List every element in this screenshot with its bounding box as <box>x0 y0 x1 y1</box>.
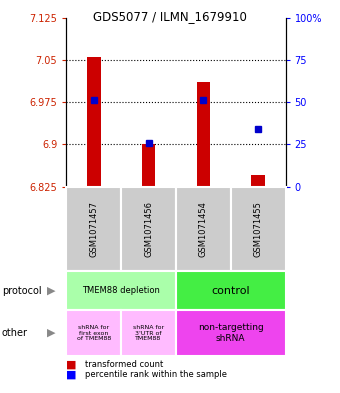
Text: ■: ■ <box>66 359 77 369</box>
Bar <box>142 145 155 187</box>
Text: shRNA for
3'UTR of
TMEM88: shRNA for 3'UTR of TMEM88 <box>133 325 164 342</box>
Text: protocol: protocol <box>2 286 41 296</box>
Text: shRNA for
first exon
of TMEM88: shRNA for first exon of TMEM88 <box>76 325 111 342</box>
Text: GSM1071454: GSM1071454 <box>199 201 208 257</box>
Bar <box>251 175 265 187</box>
Text: GDS5077 / ILMN_1679910: GDS5077 / ILMN_1679910 <box>93 10 247 23</box>
Text: ▶: ▶ <box>47 286 55 296</box>
Text: transformed count: transformed count <box>85 360 163 369</box>
Text: GSM1071455: GSM1071455 <box>254 201 263 257</box>
Text: TMEM88 depletion: TMEM88 depletion <box>82 286 160 295</box>
Text: ▶: ▶ <box>47 328 55 338</box>
Text: other: other <box>2 328 28 338</box>
Bar <box>87 57 101 187</box>
Text: GSM1071457: GSM1071457 <box>89 201 98 257</box>
Text: non-targetting
shRNA: non-targetting shRNA <box>198 323 264 343</box>
Text: ■: ■ <box>66 369 77 380</box>
Text: GSM1071456: GSM1071456 <box>144 201 153 257</box>
Text: percentile rank within the sample: percentile rank within the sample <box>85 370 227 379</box>
Text: control: control <box>211 286 250 296</box>
Bar <box>197 83 210 187</box>
